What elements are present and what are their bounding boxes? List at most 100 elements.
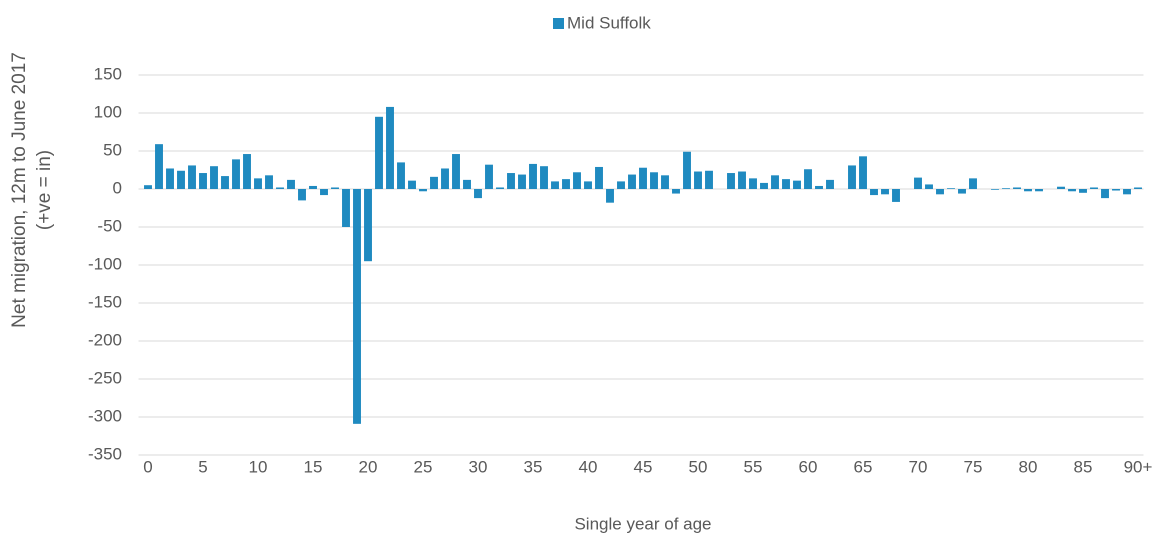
bar [408,180,416,189]
bar [584,181,592,189]
bar [441,168,449,189]
x-tick-label: 50 [689,457,708,476]
bar [386,106,394,189]
bar [760,182,768,189]
bar [1123,189,1131,195]
x-tick-label: 15 [304,457,323,476]
x-tick-label: 75 [964,457,983,476]
y-tick-label: 50 [103,140,122,159]
bar [265,175,273,189]
bar [804,169,812,189]
bar [650,172,658,189]
y-tick-label: -300 [88,406,122,425]
bar [1002,188,1010,189]
x-tick-label: 65 [854,457,873,476]
bar [551,181,559,189]
bar [364,189,372,262]
y-tick-label: -350 [88,444,122,463]
legend-swatch [553,18,564,29]
bar [870,189,878,196]
bar [518,174,526,189]
x-tick-label: 45 [634,457,653,476]
bar [1101,189,1109,199]
bar [848,165,856,189]
x-tick-label: 60 [799,457,818,476]
legend-label: Mid Suffolk [567,13,651,32]
bar [639,167,647,189]
bar [507,173,515,189]
bar [661,175,669,189]
bar [738,171,746,189]
bar [419,189,427,192]
bar [1090,187,1098,189]
bar [606,189,614,203]
bar [342,189,350,227]
bar [188,165,196,189]
bar [397,162,405,189]
bar [936,189,944,195]
x-tick-label: 30 [469,457,488,476]
bar [782,179,790,189]
bar [1013,187,1021,189]
bar [672,189,680,194]
x-tick-label: 20 [359,457,378,476]
bar [881,189,889,195]
bar [914,177,922,189]
x-tick-label: 90+ [1124,457,1153,476]
bar [353,189,361,424]
bar [1112,189,1120,191]
bar [1057,186,1065,189]
x-axis-title: Single year of age [574,514,711,533]
bar [298,189,306,201]
bar [243,154,251,189]
bar [254,178,262,189]
bar [617,181,625,189]
bar [793,180,801,189]
x-tick-label: 10 [249,457,268,476]
bar [529,163,537,189]
bar [166,168,174,189]
y-tick-label: -200 [88,330,122,349]
bar [331,187,339,189]
bar [199,173,207,189]
bar [826,179,834,189]
bar [144,185,152,189]
x-tick-label: 5 [198,457,207,476]
x-tick-label: 80 [1019,457,1038,476]
bar [969,178,977,189]
bar [815,185,823,189]
bar [221,176,229,189]
bar [309,185,317,189]
x-tick-label: 55 [744,457,763,476]
bar [892,189,900,202]
bar [694,171,702,189]
bar [683,151,691,189]
bar [705,170,713,189]
bar [155,144,163,189]
bar [1134,187,1142,189]
x-tick-label: 70 [909,457,928,476]
y-tick-label: 150 [94,64,122,83]
bar [727,173,735,189]
x-tick-label: 40 [579,457,598,476]
bar [562,179,570,189]
bar [1024,189,1032,192]
x-tick-label: 25 [414,457,433,476]
bar [496,187,504,189]
x-tick-label: 35 [524,457,543,476]
bar [540,166,548,189]
bar [276,187,284,189]
y-tick-label: 100 [94,102,122,121]
y-tick-label: -150 [88,292,122,311]
bar [1079,189,1087,193]
bar [925,184,933,189]
bar [485,164,493,189]
bar [287,179,295,189]
bar [1035,189,1043,192]
y-axis-title: (+ve = in) [34,150,55,230]
bar [947,188,955,189]
bar [375,116,383,189]
bar [859,156,867,189]
y-axis-title: Net migration, 12m to June 2017 [9,52,30,328]
bar [177,170,185,189]
